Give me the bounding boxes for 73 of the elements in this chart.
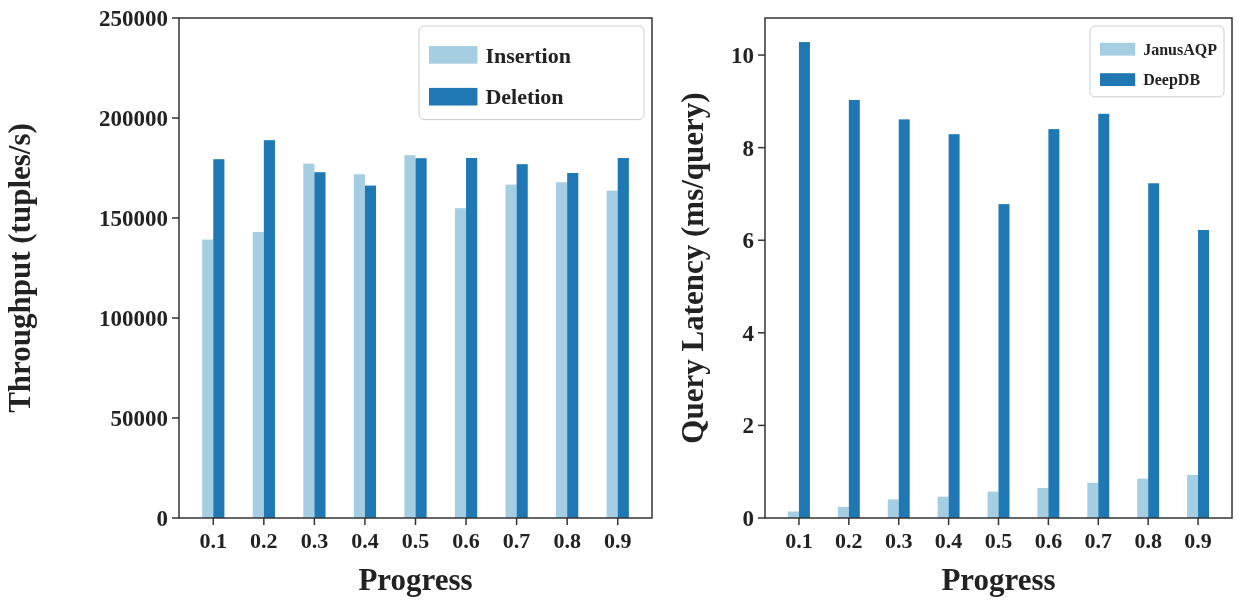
y-tick-label: 0	[742, 506, 754, 532]
bar	[303, 163, 315, 518]
x-axis-title: Progress	[358, 562, 473, 597]
bar	[1148, 183, 1160, 518]
bar	[364, 185, 377, 518]
y-tick-label: 10	[731, 43, 754, 69]
bar	[1098, 113, 1110, 518]
bar	[848, 99, 860, 518]
x-tick-label: 0.5	[401, 528, 430, 553]
x-tick-label: 0.8	[1134, 528, 1162, 553]
x-tick-label: 0.4	[351, 528, 379, 553]
legend-label: JanusAQP	[1143, 40, 1218, 58]
x-tick-label: 0.2	[835, 528, 863, 553]
bar	[1137, 478, 1149, 518]
y-axis-title: Throughput (tuples/s)	[2, 123, 37, 413]
y-tick-label: 0	[156, 506, 168, 532]
bar	[252, 232, 264, 518]
x-tick-label: 0.9	[603, 528, 632, 553]
bar	[505, 184, 517, 518]
bar	[798, 42, 810, 518]
x-axis-title: Progress	[941, 562, 1056, 597]
legend-label: Insertion	[485, 42, 571, 68]
y-tick-label: 150000	[99, 206, 168, 232]
x-tick-label: 0.1	[785, 528, 813, 553]
y-tick-label: 4	[742, 320, 755, 346]
y-tick-label: 6	[742, 228, 754, 254]
y-tick-label: 250000	[99, 6, 168, 32]
y-tick-label: 8	[742, 135, 754, 161]
x-tick-label: 0.2	[250, 528, 278, 553]
bar	[213, 159, 225, 518]
bar	[937, 496, 949, 518]
bar	[987, 491, 999, 518]
x-tick-label: 0.3	[884, 528, 913, 553]
bar	[466, 158, 478, 518]
bar	[567, 173, 579, 518]
bar	[404, 155, 416, 518]
bar	[837, 506, 849, 518]
x-tick-label: 0.7	[502, 528, 531, 553]
bar	[617, 158, 629, 518]
x-tick-label: 0.7	[1084, 528, 1113, 553]
y-tick-label: 2	[742, 413, 754, 439]
x-tick-label: 0.9	[1184, 528, 1212, 553]
x-tick-label: 0.6	[1034, 528, 1063, 553]
y-tick-label: 200000	[99, 106, 168, 132]
x-tick-label: 0.5	[984, 528, 1013, 553]
y-tick-label: 50000	[110, 406, 168, 432]
legend-label: DeepDB	[1143, 71, 1201, 90]
x-tick-label: 0.4	[934, 528, 963, 553]
bar	[1087, 482, 1099, 518]
x-tick-label: 0.3	[300, 528, 329, 553]
bar	[516, 164, 528, 518]
bar	[353, 174, 365, 518]
bar	[998, 204, 1010, 518]
bar	[1037, 487, 1049, 518]
bar	[202, 239, 214, 518]
bar	[1048, 129, 1060, 518]
bar	[1187, 474, 1199, 518]
bar	[314, 172, 326, 518]
bar	[454, 208, 467, 518]
bar	[263, 140, 275, 518]
bar	[415, 158, 427, 518]
y-axis-title: Query Latency (ms/query)	[675, 92, 710, 444]
x-tick-label: 0.1	[199, 528, 228, 553]
bar	[1198, 230, 1210, 518]
bar	[898, 119, 910, 518]
bar	[556, 182, 568, 518]
legend-label: Deletion	[485, 84, 564, 110]
x-tick-label: 0.8	[553, 528, 581, 553]
x-tick-label: 0.6	[452, 528, 480, 553]
y-tick-label: 100000	[99, 306, 168, 332]
bar	[948, 134, 960, 518]
bar	[887, 499, 899, 518]
bar	[606, 190, 618, 518]
